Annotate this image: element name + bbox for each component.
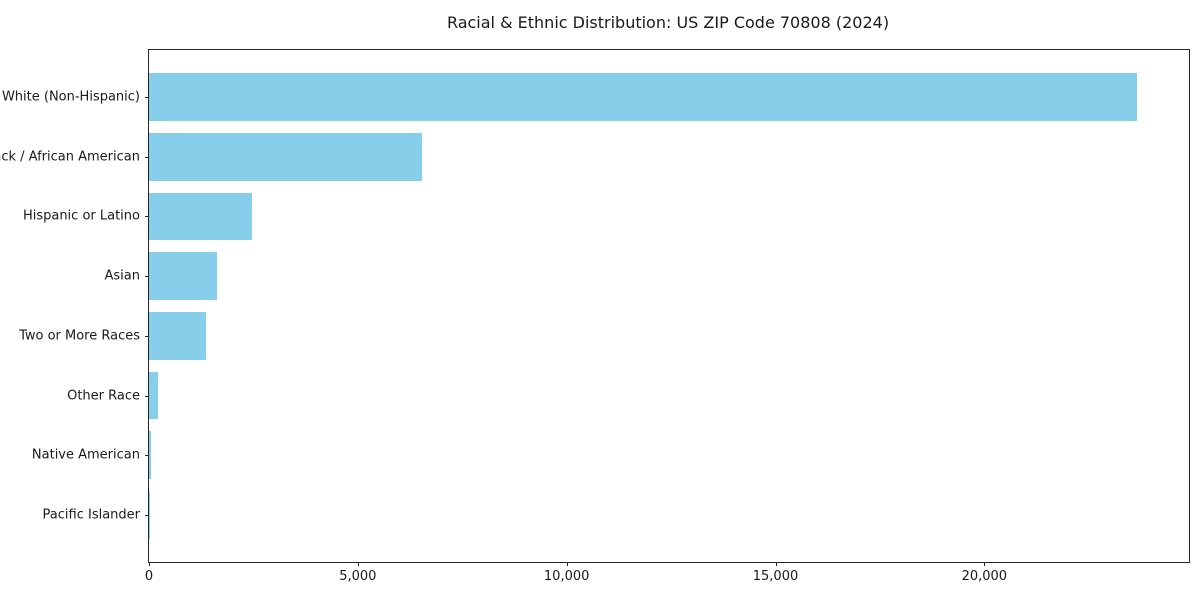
plot-area: White (Non-Hispanic) Black / African Amer… bbox=[0, 49, 1190, 584]
x-tick-mark bbox=[775, 562, 777, 566]
y-tick-mark bbox=[145, 395, 149, 397]
x-tick-mark bbox=[149, 562, 150, 566]
y-tick-mark bbox=[145, 335, 149, 337]
y-tick-label: White (Non-Hispanic) bbox=[1, 89, 140, 105]
bar-white-non-hispanic bbox=[149, 73, 1137, 121]
y-tick-label: Two or More Races bbox=[19, 328, 140, 344]
x-tick-label: 20,000 bbox=[961, 569, 1008, 584]
x-tick-label: 10,000 bbox=[543, 569, 590, 584]
y-tick-mark bbox=[145, 455, 149, 457]
y-tick-label: Pacific Islander bbox=[42, 507, 140, 523]
y-tick-mark bbox=[145, 514, 149, 516]
x-tick-mark bbox=[357, 562, 359, 566]
x-tick-label: 0 bbox=[144, 569, 154, 584]
y-tick-mark bbox=[145, 216, 149, 218]
x-tick-mark bbox=[566, 562, 568, 566]
y-tick-mark bbox=[145, 156, 149, 158]
x-tick-mark bbox=[984, 562, 986, 566]
y-tick-label: Asian bbox=[104, 268, 140, 284]
y-tick-label: Black / African American bbox=[0, 149, 140, 165]
bar-other-race bbox=[149, 371, 159, 420]
y-tick-label: Other Race bbox=[67, 388, 140, 403]
chart-title: Racial & Ethnic Distribution: US ZIP Cod… bbox=[446, 13, 890, 32]
y-tick-mark bbox=[145, 276, 149, 278]
y-tick-mark bbox=[145, 97, 149, 99]
x-tick-label: 5,000 bbox=[339, 569, 377, 584]
bar-native-american bbox=[149, 431, 151, 480]
bar-asian bbox=[149, 252, 217, 301]
y-tick-label: Native American bbox=[31, 447, 140, 463]
y-tick-label: Hispanic or Latino bbox=[22, 208, 140, 224]
bar-hispanic-or-latino bbox=[149, 192, 252, 241]
x-tick-label: 15,000 bbox=[752, 569, 799, 584]
bar-two-or-more-races bbox=[149, 311, 207, 360]
bar-black-african-american bbox=[149, 132, 423, 181]
